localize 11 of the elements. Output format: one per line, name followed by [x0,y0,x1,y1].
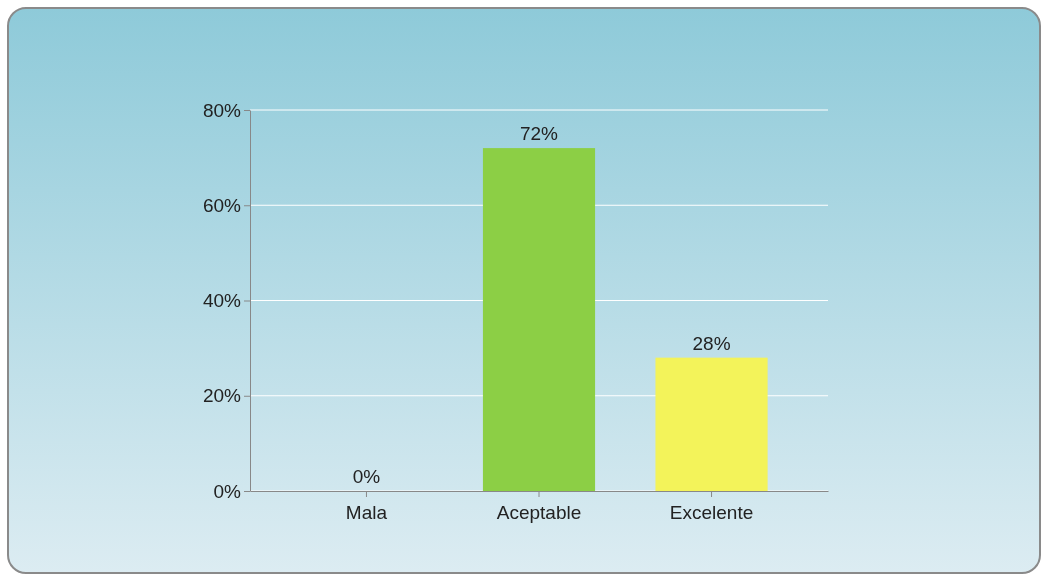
y-tick-label: 80% [202,99,242,121]
y-tick-label: 60% [202,194,242,216]
data-label: 72% [519,123,559,145]
x-tick-label: Aceptable [496,502,582,523]
y-tick-label: 0% [213,480,242,502]
data-label: 0% [352,466,381,487]
y-tick-label: 20% [202,385,242,407]
x-tick-label: Mala [345,502,388,523]
x-tick-label: Excelente [669,502,754,523]
y-tick-label: 40% [202,290,242,312]
data-label: 28% [692,332,731,354]
